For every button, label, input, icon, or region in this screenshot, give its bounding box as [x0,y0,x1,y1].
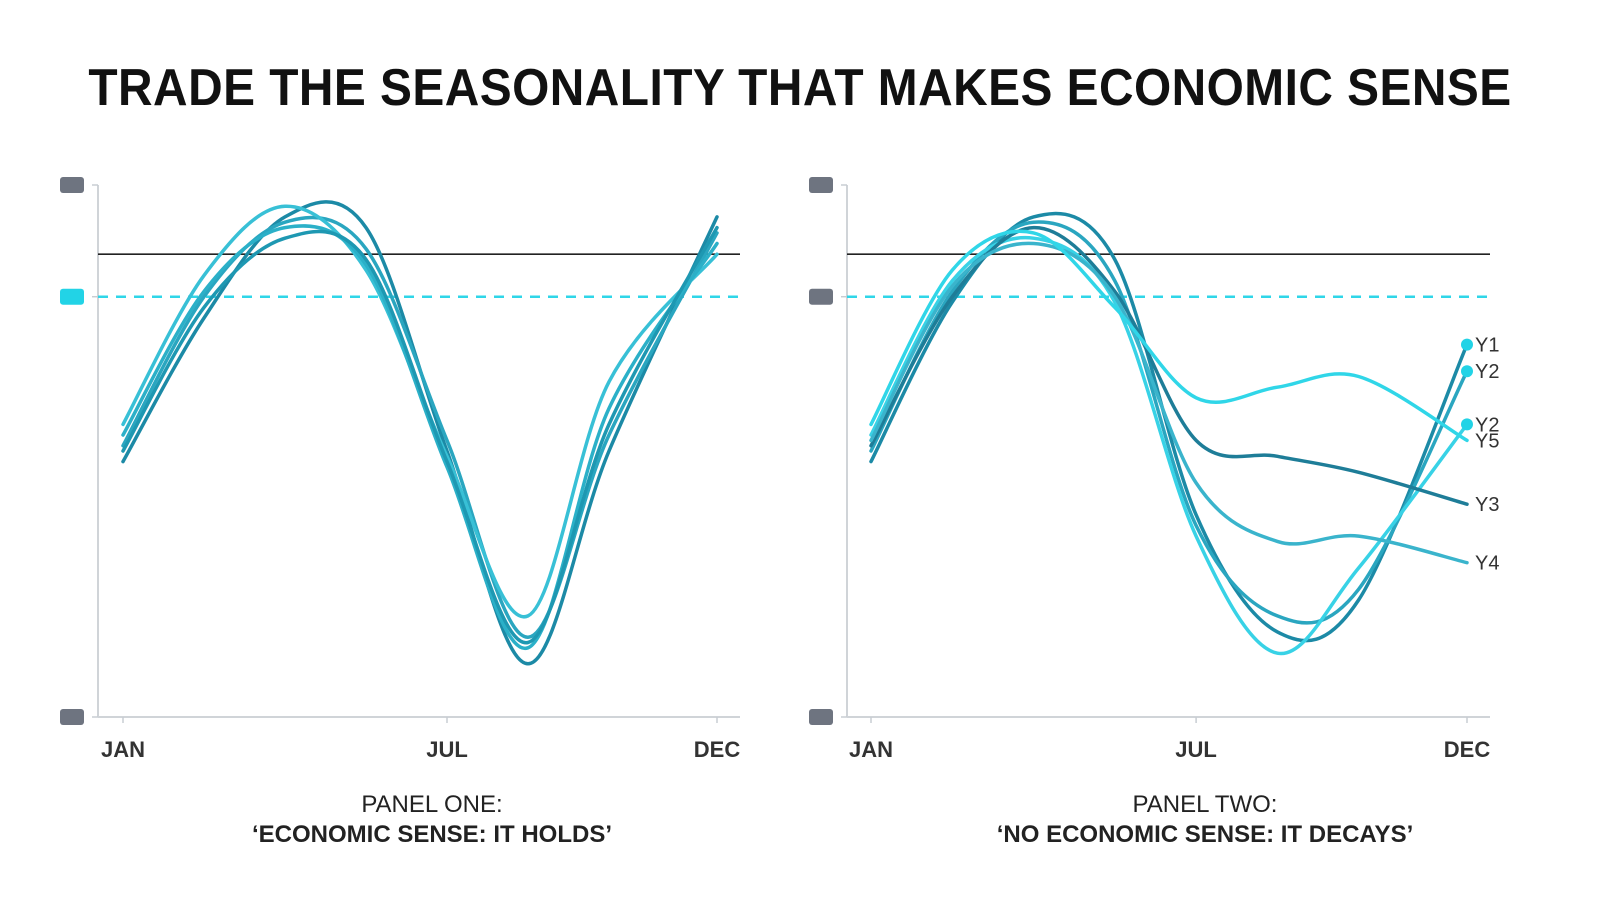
panel-two-caption-line2: ‘NO ECONOMIC SENSE: IT DECAYS’ [996,821,1414,848]
panel-one-series-line [121,215,719,639]
panel-two-x-tick-label: DEC [1444,737,1491,762]
panel-one-y-marker [60,288,84,305]
panel-two-series-end-marker [1461,338,1473,351]
panel-two-series-label: Y4 [1475,553,1499,575]
chart-title: TRADE THE SEASONALITY THAT MAKES ECONOMI… [88,59,1512,117]
panel-two-y-marker [809,288,833,305]
panel-one-x-tick-label: DEC [694,737,741,762]
panel-one-caption-line1: PANEL ONE: [361,791,503,818]
panel-one-y-marker [60,709,84,725]
panel-one-series-line [121,224,719,650]
panel-two-series-label: Y1 [1475,335,1499,357]
panel-two-series-label: Y3 [1475,494,1499,516]
panel-two-series-line [869,241,1469,565]
panel-one-series-line [121,200,719,666]
panel-two-series-end-marker [1461,418,1473,431]
panel-two-series-label: Y2 [1475,361,1499,383]
panel-two-series-line [869,229,1469,443]
panel-two-x-tick-label: JAN [849,737,893,762]
panel-one-y-marker [60,177,84,193]
panel-two-series-label: Y2 [1475,414,1499,436]
panel-one-caption-line2: ‘ECONOMIC SENSE: IT HOLDS’ [251,821,613,848]
panel-two-series-end-marker [1461,365,1473,378]
panel-two-series-line [869,220,1469,625]
panel-two-x-tick-label: JUL [1175,737,1217,762]
panel-two-series-line [869,235,1469,656]
panel-one-x-tick-label: JUL [426,737,468,762]
panel-two-series-label: Y5 [1475,430,1499,452]
panel-two-y-marker [809,709,833,725]
panel-two-caption-line1: PANEL TWO: [1132,791,1278,818]
panel-one-series-line [121,225,719,645]
panel-one-x-tick-label: JAN [101,737,145,762]
panel-one-caption: PANEL ONE: ‘ECONOMIC SENSE: IT HOLDS’ [82,790,782,850]
panel-two-y-marker [809,177,833,193]
panel-two-caption: PANEL TWO: ‘NO ECONOMIC SENSE: IT DECAYS… [855,790,1555,850]
